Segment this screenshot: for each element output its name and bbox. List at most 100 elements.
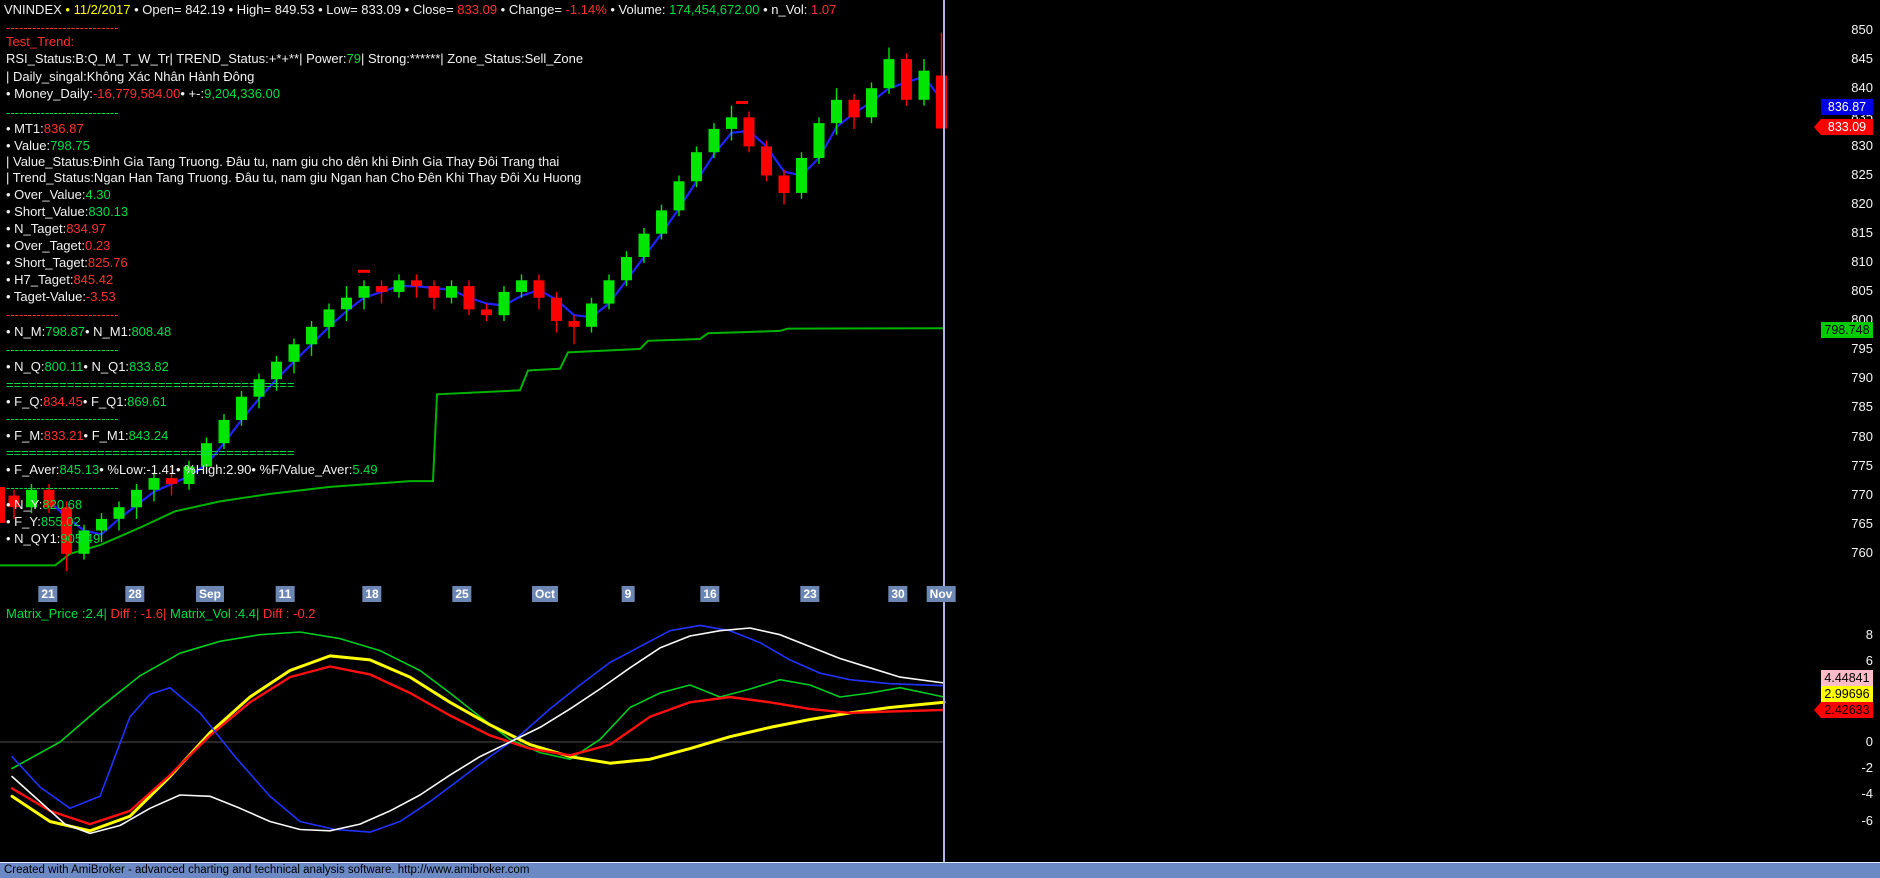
candle-body	[271, 361, 282, 380]
candle-body	[603, 280, 615, 304]
candle-body	[43, 489, 55, 508]
overlay-segment: 905.49	[60, 531, 101, 546]
candle-body	[148, 478, 160, 490]
overlay-segment: 855.02	[40, 514, 81, 529]
date-label: Sep	[195, 586, 225, 602]
indicator-line-blue	[11, 624, 945, 833]
candle-body	[743, 117, 755, 147]
indicator-title-segment: Matrix_Vol :4.4|	[166, 606, 260, 621]
overlay-segment: ======================================	[6, 445, 295, 460]
overlay-segment: • MT1:	[6, 121, 44, 136]
sell-marker	[736, 101, 748, 104]
candle-body	[901, 59, 912, 100]
overlay-line: • Short_Value:830.13	[6, 204, 128, 219]
overlay-segment: • H7_Taget:	[6, 272, 74, 287]
date-label: Nov	[926, 586, 956, 602]
indicator-title-segment: Diff : -1.6|	[106, 606, 167, 621]
overlay-segment: 869.61	[127, 394, 167, 409]
candle-body	[866, 88, 877, 118]
candle-body	[26, 489, 37, 508]
title-segment: • n_Vol:	[763, 2, 812, 17]
indicator-tag: 2.42633	[1814, 702, 1873, 718]
candle-body	[288, 344, 300, 362]
overlay-segment: • N_Taget:	[6, 221, 67, 236]
candle-body	[446, 286, 457, 298]
price-tag: 836.87	[1821, 99, 1873, 115]
candle-body	[113, 507, 125, 519]
overlay-segment: 800.11	[44, 359, 84, 374]
indicator-line-yellow	[10, 654, 946, 833]
overlay-line: • Over_Value:4.30	[6, 187, 111, 202]
overlay-line: • Over_Taget:0.23	[6, 238, 110, 253]
indicator-tag: 4.44841	[1821, 670, 1873, 686]
price-tick: 830	[1851, 138, 1873, 153]
overlay-segment: • Taget-Value:	[6, 289, 86, 304]
candle-body	[936, 75, 947, 129]
candle-body	[516, 280, 527, 292]
candle-body	[393, 280, 405, 292]
price-tag: 798.748	[1821, 322, 1873, 338]
candle-body	[726, 117, 737, 129]
candle-body	[586, 303, 597, 327]
candle-body	[8, 495, 20, 508]
title-segment: 1.07	[811, 2, 837, 17]
price-tick: 795	[1851, 341, 1873, 356]
candle-body	[306, 326, 317, 345]
overlay-segment: • %F/Value_Aver:	[251, 462, 353, 477]
left-red-marker	[0, 487, 5, 523]
indicator-line-green	[11, 631, 945, 770]
overlay-line: • N_Q:800.11• N_Q1:833.82	[6, 359, 169, 374]
overlay-segment: • N_Y:	[6, 497, 43, 512]
overlay-line: • Short_Taget:825.76	[6, 255, 128, 270]
overlay-segment: • N_QY1:	[6, 531, 61, 546]
candle-body	[481, 309, 492, 316]
date-label: 23	[800, 586, 820, 602]
overlay-line: Test_Trend:	[6, 34, 74, 49]
overlay-line: --------------------------	[6, 105, 119, 120]
price-tick: 805	[1851, 283, 1873, 298]
overlay-line: • N_Y:820.68	[6, 497, 82, 512]
candle-body	[918, 70, 930, 100]
candle-body	[358, 286, 370, 298]
price-tick: 840	[1851, 80, 1873, 95]
price-tick: 820	[1851, 196, 1873, 211]
date-label: 11	[275, 586, 295, 602]
price-tick: 765	[1851, 516, 1873, 531]
indicator-line-red	[10, 665, 946, 826]
overlay-line: • Money_Daily:-16,779,584.00• +-:9,204,3…	[6, 86, 280, 101]
overlay-segment: • Money_Daily:	[6, 86, 93, 101]
date-label: 25	[452, 586, 472, 602]
candle-body	[778, 175, 790, 193]
overlay-segment: 808.48	[131, 324, 172, 339]
candle-body	[428, 286, 440, 298]
overlay-segment: --------------------------	[6, 411, 119, 426]
candle-body	[533, 280, 545, 298]
overlay-segment: --------------------------	[6, 307, 119, 322]
title-segment: VNINDEX	[4, 2, 66, 17]
price-tick: 780	[1851, 429, 1873, 444]
overlay-segment: 836.87	[43, 121, 84, 136]
overlay-segment: -3.53	[85, 289, 116, 304]
indicator-title-segment: Matrix_Price :2.4|	[6, 606, 107, 621]
date-label: 9	[621, 586, 635, 602]
candle-body	[796, 158, 807, 193]
overlay-line: • MT1:836.87	[6, 121, 84, 136]
overlay-segment: • N_M:	[6, 324, 46, 339]
overlay-segment: • Short_Taget:	[6, 255, 88, 270]
overlay-segment: 830.13	[88, 204, 129, 219]
overlay-segment: • F_Aver:	[6, 462, 60, 477]
overlay-segment: • %Low:-1.41• %High:2.90	[99, 462, 252, 477]
overlay-segment: • N_Q1:	[83, 359, 130, 374]
indicator-tick: -4	[1861, 786, 1873, 801]
candle-body	[166, 478, 177, 484]
indicator-tick: 6	[1865, 653, 1873, 668]
overlay-segment: 0.23	[84, 238, 111, 253]
overlay-segment: ======================================	[6, 377, 295, 392]
overlay-line: | Value_Status:Đinh Gia Tang Truong. Đâu…	[6, 154, 559, 169]
overlay-line: • Taget-Value:-3.53	[6, 289, 116, 304]
overlay-line: • F_Aver:845.13• %Low:-1.41• %High:2.90•…	[6, 462, 378, 477]
indicator-tick: 8	[1865, 627, 1873, 642]
date-label: 30	[888, 586, 908, 602]
